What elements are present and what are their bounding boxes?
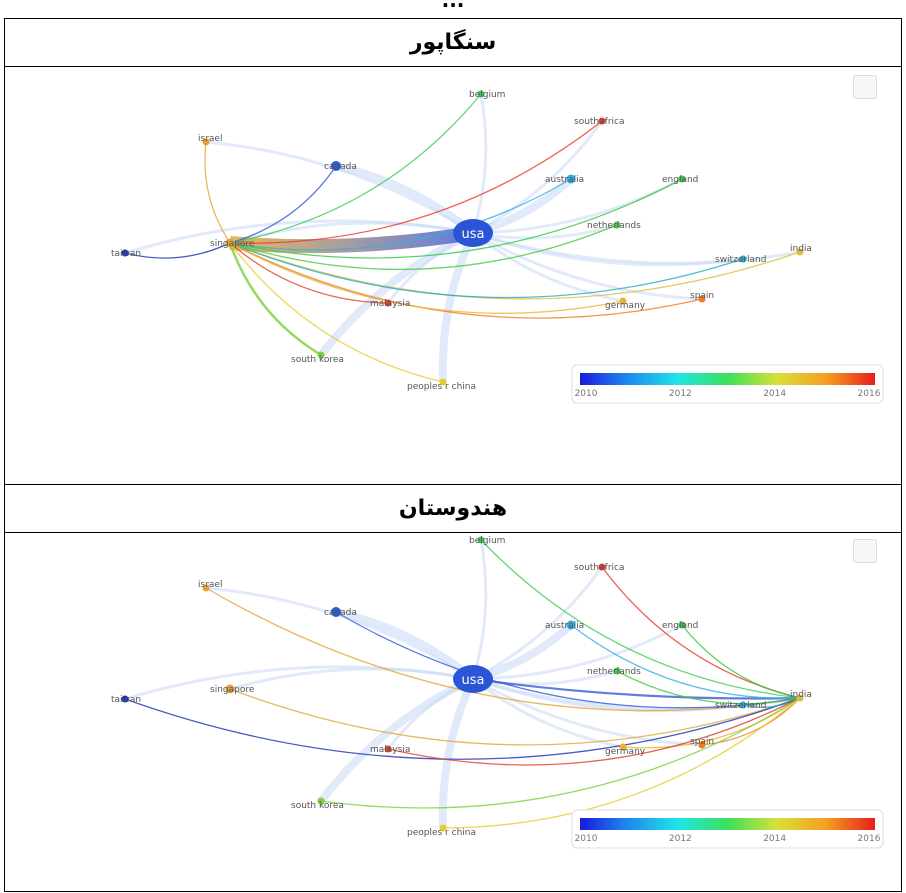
- node-label: spain: [690, 291, 714, 301]
- focus-edges: [124, 93, 801, 383]
- node-australia[interactable]: australia: [545, 620, 584, 632]
- node-belgium[interactable]: belgium: [469, 90, 505, 100]
- focus-edges: [124, 539, 801, 829]
- node-israel[interactable]: israel: [198, 134, 222, 146]
- node-label: malaysia: [370, 745, 410, 755]
- node-label: southafrica: [574, 563, 624, 573]
- node-label: singapore: [210, 685, 255, 695]
- node-label: southafrica: [574, 117, 624, 127]
- colorbar-tick: 2010: [575, 834, 598, 844]
- node-label: belgium: [469, 536, 505, 546]
- node-germany[interactable]: germany: [605, 743, 646, 758]
- node-label: singapore: [210, 239, 255, 249]
- node-label: israel: [198, 580, 222, 590]
- node-australia[interactable]: australia: [545, 174, 584, 186]
- node-belgium[interactable]: belgium: [469, 536, 505, 546]
- node-malaysia[interactable]: malaysia: [370, 299, 410, 309]
- node-label: south korea: [291, 355, 344, 365]
- node-label: spain: [690, 737, 714, 747]
- node-canada[interactable]: canada: [324, 161, 357, 172]
- node-label: germany: [605, 747, 646, 757]
- node-israel[interactable]: israel: [198, 580, 222, 592]
- node-label: australia: [545, 175, 584, 185]
- node-southafrica[interactable]: southafrica: [574, 117, 624, 127]
- colorbar-tick: 2016: [858, 834, 881, 844]
- node-usa[interactable]: usa: [453, 665, 493, 693]
- year-colorbar: 2010 2012 2014 2016: [571, 809, 884, 849]
- node-label: australia: [545, 621, 584, 631]
- cut-caption: ...: [441, 0, 465, 12]
- node-germany[interactable]: germany: [605, 297, 646, 312]
- node-label: taiwan: [111, 695, 141, 705]
- figure-table: سنگاپور usa singapore taiwan israel canada be…: [4, 18, 902, 892]
- node-england[interactable]: england: [662, 621, 698, 631]
- node-label: peoples r china: [407, 382, 476, 392]
- node-china[interactable]: peoples r china: [407, 824, 476, 839]
- node-label: india: [790, 690, 812, 700]
- navigation-arrows-icon[interactable]: [853, 75, 877, 99]
- panel-title-india: هندوستان: [5, 485, 901, 533]
- panel-title-singapore: سنگاپور: [5, 19, 901, 67]
- node-england[interactable]: england: [662, 175, 698, 185]
- network-map-india: usa singapore taiwan israel canada belgium sou…: [111, 536, 884, 849]
- node-label: netherlands: [587, 667, 641, 677]
- node-label: canada: [324, 608, 357, 618]
- node-switzerland[interactable]: switzerland: [715, 255, 766, 265]
- colorbar-tick: 2014: [763, 389, 786, 399]
- node-label: usa: [462, 227, 485, 242]
- node-southkorea[interactable]: south korea: [291, 797, 344, 812]
- colorbar-tick: 2010: [575, 389, 598, 399]
- node-taiwan[interactable]: taiwan: [111, 695, 141, 705]
- node-singapore[interactable]: singapore: [210, 684, 255, 696]
- node-label: netherlands: [587, 221, 641, 231]
- colorbar-tick: 2012: [669, 389, 692, 399]
- node-singapore[interactable]: singapore: [210, 238, 255, 250]
- node-spain[interactable]: spain: [690, 291, 714, 303]
- node-label: switzerland: [715, 255, 766, 265]
- node-southafrica[interactable]: southafrica: [574, 563, 624, 573]
- node-india[interactable]: india: [790, 690, 812, 702]
- colorbar-tick: 2016: [858, 389, 881, 399]
- node-label: south korea: [291, 801, 344, 811]
- node-southkorea[interactable]: south korea: [291, 351, 344, 366]
- node-india[interactable]: india: [790, 244, 812, 256]
- colorbar-tick: 2012: [669, 834, 692, 844]
- node-switzerland[interactable]: switzerland: [715, 701, 766, 711]
- node-label: belgium: [469, 90, 505, 100]
- node-taiwan[interactable]: taiwan: [111, 249, 141, 259]
- node-malaysia[interactable]: malaysia: [370, 745, 410, 755]
- network-map-singapore: usa singapore taiwan israel canada belgium sou…: [111, 90, 884, 404]
- node-label: germany: [605, 301, 646, 311]
- node-netherlands[interactable]: netherlands: [587, 221, 641, 231]
- colorbar-tick: 2014: [763, 834, 786, 844]
- node-canada[interactable]: canada: [324, 607, 357, 618]
- node-label: usa: [462, 673, 485, 688]
- node-label: england: [662, 621, 698, 631]
- node-label: switzerland: [715, 701, 766, 711]
- node-label: malaysia: [370, 299, 410, 309]
- network-panel-india: usa singapore taiwan israel canada belgium sou…: [5, 533, 901, 891]
- node-netherlands[interactable]: netherlands: [587, 667, 641, 677]
- navigation-arrows-icon[interactable]: [853, 539, 877, 563]
- node-label: india: [790, 244, 812, 254]
- node-label: canada: [324, 162, 357, 172]
- network-panel-singapore: usa singapore taiwan israel canada belgium sou…: [5, 67, 901, 484]
- node-label: israel: [198, 134, 222, 144]
- node-spain[interactable]: spain: [690, 737, 714, 749]
- node-label: england: [662, 175, 698, 185]
- node-china[interactable]: peoples r china: [407, 378, 476, 393]
- node-label: peoples r china: [407, 828, 476, 838]
- year-colorbar: 2010 2012 2014 2016: [571, 364, 884, 404]
- node-label: taiwan: [111, 249, 141, 259]
- node-usa[interactable]: usa: [453, 219, 493, 247]
